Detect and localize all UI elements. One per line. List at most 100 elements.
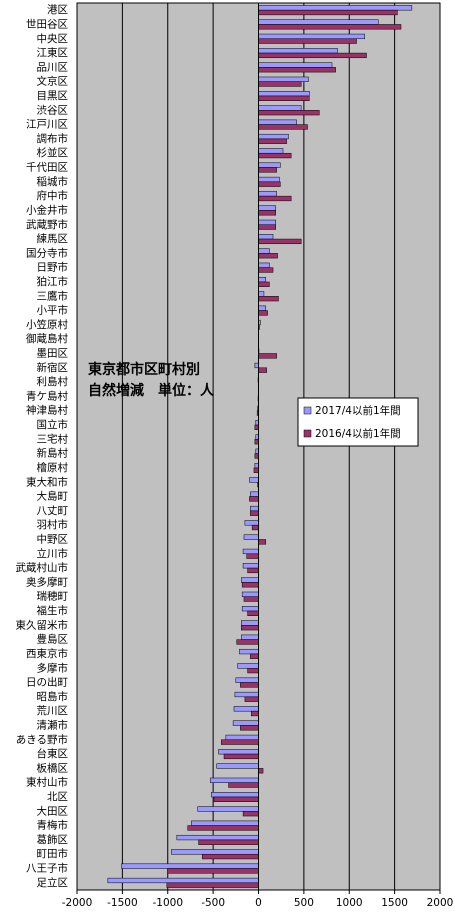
bar <box>258 33 365 40</box>
bar <box>258 195 292 202</box>
legend-swatch <box>303 406 312 415</box>
y-tick-label: 渋谷区 <box>37 103 69 116</box>
bar <box>258 224 276 230</box>
bar <box>240 682 259 688</box>
bar <box>258 48 338 54</box>
bar <box>258 148 284 154</box>
bar <box>197 806 259 812</box>
bar <box>244 696 259 702</box>
y-tick-label: 目黒区 <box>37 90 69 102</box>
y-tick-label: 多摩市 <box>37 661 69 674</box>
bar <box>213 796 259 802</box>
bar <box>221 739 259 745</box>
bar <box>237 663 259 669</box>
bar <box>234 691 259 698</box>
bar <box>258 110 320 116</box>
annotation: 東京都市区町村別 <box>88 361 200 378</box>
bar <box>253 467 259 473</box>
bar <box>242 548 259 555</box>
y-tick-label: 国分寺市 <box>26 246 68 259</box>
bar <box>187 825 259 831</box>
bar <box>191 820 259 826</box>
bar <box>258 167 277 173</box>
bar <box>121 863 259 869</box>
bar <box>247 610 259 616</box>
x-tick-label: 1000 <box>336 897 363 909</box>
y-tick-label: 清瀬市 <box>37 718 69 731</box>
annotation: 自然増減 単位：人 <box>88 382 215 399</box>
bar <box>258 119 297 125</box>
bar <box>167 868 259 874</box>
bar <box>250 491 259 497</box>
bar <box>258 291 265 297</box>
y-tick-label: 墨田区 <box>37 348 69 360</box>
y-tick-label: 奥多摩町 <box>26 575 68 588</box>
y-tick-label: 西東京市 <box>26 647 68 660</box>
y-tick-label: 福生市 <box>37 604 69 617</box>
y-tick-label: 狛江市 <box>37 275 69 288</box>
y-tick-label: あきる野市 <box>16 733 68 746</box>
bar <box>258 305 267 311</box>
y-tick-label: 荒川区 <box>37 705 69 717</box>
bar <box>241 582 259 588</box>
y-tick-label: 世田谷区 <box>26 18 68 30</box>
bar <box>241 634 259 640</box>
bar <box>258 138 287 144</box>
y-tick-label: 新宿区 <box>37 361 69 374</box>
x-tick-label: 1500 <box>381 897 408 909</box>
bar <box>233 706 259 712</box>
y-tick-label: 足立区 <box>37 876 69 889</box>
bar <box>218 749 259 755</box>
bar <box>216 763 259 769</box>
y-tick-label: 東大和市 <box>26 475 68 488</box>
bar <box>247 567 259 574</box>
bar <box>244 520 259 526</box>
legend-swatch <box>303 429 312 438</box>
bar <box>241 606 259 612</box>
y-tick-label: 小笠原村 <box>26 318 68 331</box>
bar <box>250 505 259 512</box>
y-tick-label: 三鷹市 <box>37 289 69 302</box>
bar <box>176 834 259 841</box>
y-tick-label: 三宅村 <box>37 432 69 445</box>
bar <box>258 133 289 140</box>
bar <box>258 205 276 211</box>
bar <box>166 882 259 888</box>
x-tick-label: -1000 <box>152 897 183 909</box>
bar <box>258 91 310 97</box>
y-tick-label: 台東区 <box>37 747 69 760</box>
y-tick-label: 小平市 <box>37 304 69 317</box>
bar <box>254 453 259 459</box>
bar <box>249 496 259 502</box>
bar <box>107 877 259 884</box>
y-tick-label: 江戸川区 <box>26 119 68 131</box>
bar <box>171 849 259 855</box>
y-tick-label: 練馬区 <box>37 232 69 245</box>
y-tick-label: 府中市 <box>37 189 69 202</box>
bar <box>254 462 259 469</box>
bar <box>258 67 336 73</box>
y-tick-label: 北区 <box>47 791 68 803</box>
bar <box>258 248 270 254</box>
x-tick-label: -500 <box>201 897 225 909</box>
bar <box>249 477 259 483</box>
legend-label: 2016/4以前1年間 <box>315 427 401 440</box>
y-tick-label: 青梅市 <box>37 819 69 832</box>
y-tick-label: 日の出町 <box>26 676 68 689</box>
y-tick-label: 豊島区 <box>37 633 69 646</box>
bar <box>254 362 259 369</box>
bar <box>258 310 268 316</box>
y-tick-label: 中野区 <box>37 532 69 545</box>
y-tick-label: 日野市 <box>37 261 69 274</box>
y-tick-label: 檜原村 <box>37 461 69 474</box>
y-tick-label: 東村山市 <box>26 776 68 789</box>
legend-label: 2017/4以前1年間 <box>315 404 401 417</box>
bar <box>258 38 357 44</box>
y-tick-label: 調布市 <box>37 132 69 145</box>
x-tick-label: 2000 <box>427 897 454 909</box>
y-tick-label: 杉並区 <box>37 146 69 159</box>
y-tick-label: 利島村 <box>37 375 69 388</box>
y-tick-label: 大田区 <box>37 804 69 817</box>
y-tick-label: 港区 <box>47 4 68 16</box>
bar <box>254 439 259 445</box>
